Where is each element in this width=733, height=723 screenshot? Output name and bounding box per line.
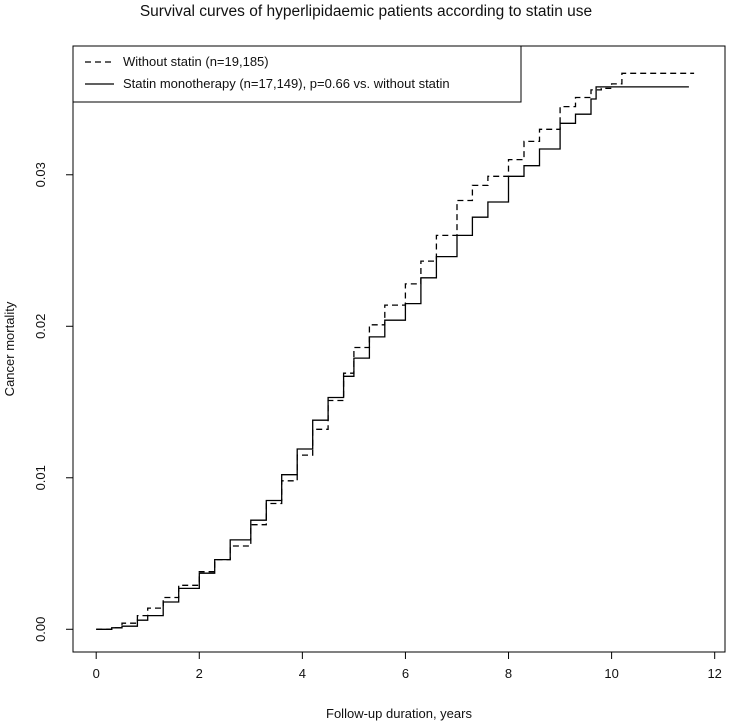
series-layer xyxy=(96,72,695,630)
legend-label-statin-monotherapy: Statin monotherapy (n=17,149), p=0.66 vs… xyxy=(123,76,450,91)
y-tick-label: 0.01 xyxy=(33,465,48,490)
series-line-statin-monotherapy xyxy=(96,86,689,630)
chart-title: Survival curves of hyperlipidaemic patie… xyxy=(140,3,592,20)
y-tick-label: 0.00 xyxy=(33,617,48,642)
x-tick-label: 6 xyxy=(402,666,409,681)
x-tick-label: 10 xyxy=(604,666,618,681)
x-tick-label: 4 xyxy=(299,666,306,681)
y-axis: 0.00 0.01 0.02 0.03 xyxy=(33,162,73,642)
legend-label-without-statin: Without statin (n=19,185) xyxy=(123,54,269,69)
y-tick-label: 0.03 xyxy=(33,162,48,187)
legend: Without statin (n=19,185) Statin monothe… xyxy=(72,45,522,103)
x-tick-label: 8 xyxy=(505,666,512,681)
plot-frame xyxy=(72,45,726,653)
x-tick-label: 12 xyxy=(707,666,721,681)
x-tick-label: 0 xyxy=(93,666,100,681)
x-tick-label: 2 xyxy=(196,666,203,681)
x-axis: 0 2 4 6 8 10 12 xyxy=(93,652,722,681)
x-axis-label: Follow-up duration, years xyxy=(326,706,472,721)
y-tick-label: 0.02 xyxy=(33,314,48,339)
legend-box xyxy=(72,45,522,103)
y-axis-label: Cancer mortality xyxy=(2,301,17,396)
series-line-without-statin xyxy=(96,72,695,630)
